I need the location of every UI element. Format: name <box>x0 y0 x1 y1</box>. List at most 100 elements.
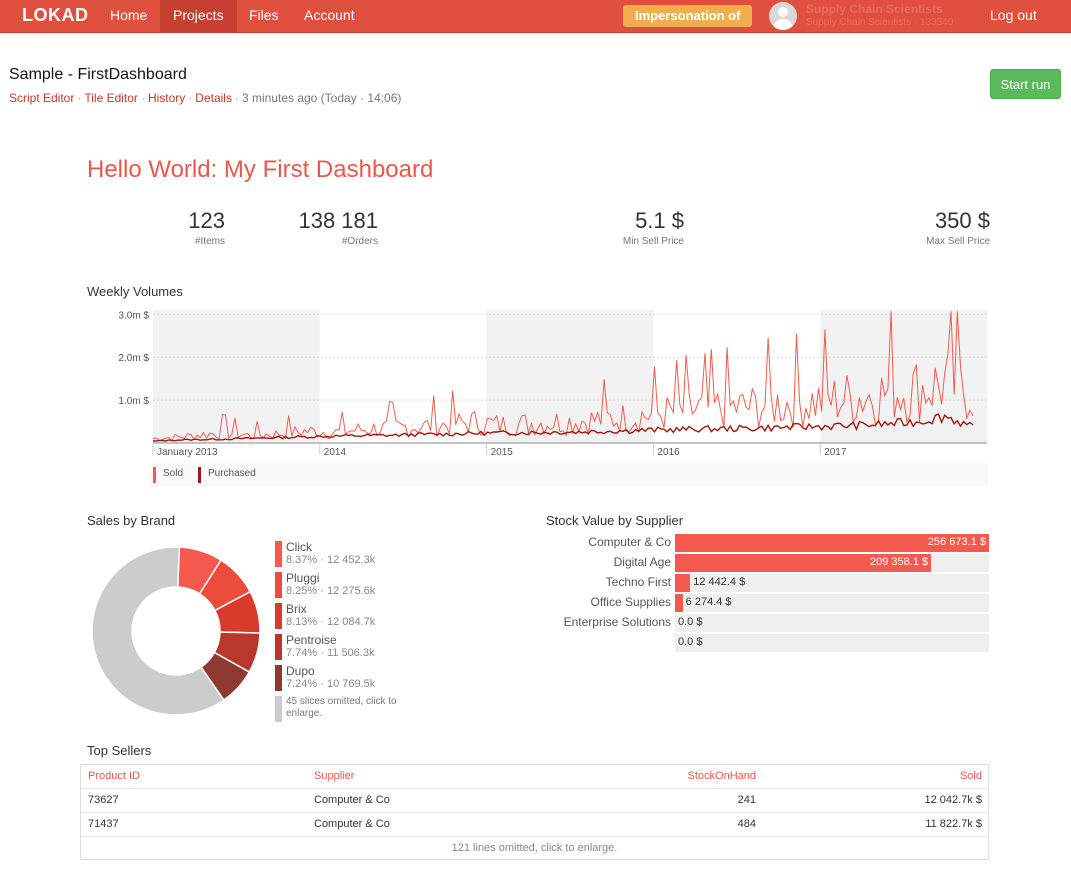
kpi-max-sell-price[interactable]: 350 $ Max Sell Price <box>889 208 990 247</box>
legend-omitted-note: 45 slices omitted, click to enlarge. <box>286 696 397 719</box>
x-tick-label: 2017 <box>824 447 847 458</box>
table-footer-omitted[interactable]: 121 lines omitted, click to enlarge. <box>451 842 618 854</box>
kpi-items[interactable]: 123 #Items <box>160 208 225 247</box>
stock-value-title: Stock Value by Supplier <box>546 513 684 528</box>
pie-legend-item[interactable]: Pluggi 8.25% · 12 275.6k <box>275 572 415 598</box>
cell-stock-on-hand: 241 <box>737 794 756 806</box>
chart-legend: Sold Purchased <box>150 463 988 487</box>
supplier-label: Digital Age <box>613 555 671 569</box>
kpi-orders[interactable]: 138 181 #Orders <box>280 208 378 247</box>
x-tick-label: January 2013 <box>157 447 218 458</box>
bar-track: 6 274.4 $ <box>675 594 989 612</box>
tile-editor-link[interactable]: Tile Editor <box>84 91 138 105</box>
bar-value-label: 6 274.4 $ <box>685 596 732 608</box>
pie-legend-item[interactable]: Dupo 7.24% · 10 769.5k <box>275 665 415 691</box>
separator: · <box>77 91 82 105</box>
pie-legend-item[interactable]: Brix 8.13% · 12 084.7k <box>275 603 415 629</box>
cell-supplier: Computer & Co <box>314 794 390 806</box>
nav-files[interactable]: Files <box>249 7 279 23</box>
cell-stock-on-hand: 484 <box>737 818 756 830</box>
start-run-button[interactable]: Start run <box>990 69 1061 99</box>
kpi-value: 350 $ <box>934 208 990 233</box>
supplier-bar-row[interactable]: Computer & Co 256 673.1 $ <box>546 534 989 552</box>
separator: · <box>140 91 145 105</box>
legend-swatch <box>275 572 282 598</box>
legend-brand-name: Dupo <box>286 664 315 678</box>
pie-slice[interactable] <box>91 546 225 716</box>
legend-brand-value: 8.25% · 12 275.6k <box>286 585 376 597</box>
logout-link[interactable]: Log out <box>990 7 1037 23</box>
bar-fill <box>675 554 932 572</box>
avatar-head <box>778 7 788 17</box>
bar-value-label: 0.0 $ <box>678 636 703 648</box>
legend-swatch <box>275 541 282 567</box>
avatar-body <box>773 19 793 30</box>
y-tick-label: 3.0m $ <box>118 310 149 321</box>
top-navbar: LOKAD Home Projects Files Account Impers… <box>0 0 1071 33</box>
nav-projects[interactable]: Projects <box>160 0 237 33</box>
legend-sold[interactable]: Sold <box>153 467 183 483</box>
cell-supplier: Computer & Co <box>314 818 390 830</box>
cell-sold: 12 042.7k $ <box>924 794 983 806</box>
kpi-label: Max Sell Price <box>926 236 990 247</box>
weekly-volumes-chart[interactable]: 1.0m $ 2.0m $ 3.0m $ January 2013 2014 2015 20… <box>87 305 990 463</box>
supplier-bar-row[interactable]: 0.0 $ <box>546 634 989 652</box>
x-tick-label: 2015 <box>491 447 514 458</box>
supplier-bar-row[interactable]: Digital Age 209 358.1 $ <box>546 554 989 572</box>
supplier-bar-row[interactable]: Office Supplies 6 274.4 $ <box>546 594 989 612</box>
bar-fill <box>675 534 989 552</box>
col-sold[interactable]: Sold <box>959 770 982 782</box>
col-product-id[interactable]: Product ID <box>88 770 140 782</box>
kpi-value: 123 <box>188 208 225 233</box>
table-row: 71437 Computer & Co 484 11 822.7k $ <box>81 813 988 837</box>
table-row: 73627 Computer & Co 241 12 042.7k $ <box>81 789 988 813</box>
supplier-bar-row[interactable]: Techno First 12 442.4 $ <box>546 574 989 592</box>
bar-track: 256 673.1 $ <box>675 534 989 552</box>
supplier-label: Office Supplies <box>590 595 672 609</box>
kpi-value: 5.1 $ <box>635 208 684 233</box>
legend-purchased[interactable]: Purchased <box>198 467 256 483</box>
sales-by-brand-title: Sales by Brand <box>87 513 176 528</box>
top-sellers-title: Top Sellers <box>87 743 152 758</box>
project-title: Sample - FirstDashboard <box>9 66 187 83</box>
year-band <box>820 310 987 443</box>
series-line-sold <box>152 311 974 442</box>
cell-sold: 11 822.7k $ <box>925 818 982 830</box>
bar-track: 0.0 $ <box>675 634 989 652</box>
col-supplier[interactable]: Supplier <box>314 770 355 782</box>
kpi-label: #Items <box>194 236 225 247</box>
bar-value-label: 0.0 $ <box>678 616 703 628</box>
details-link[interactable]: Details <box>195 91 232 105</box>
script-editor-link[interactable]: Script Editor <box>9 91 75 105</box>
history-link[interactable]: History <box>147 91 186 105</box>
bar-fill <box>675 574 691 592</box>
x-tick-label: 2016 <box>657 447 680 458</box>
nav-account[interactable]: Account <box>304 7 355 23</box>
legend-brand-value: 8.37% · 12 452.3k <box>286 554 376 566</box>
legend-brand-value: 8.13% · 12 084.7k <box>286 616 376 628</box>
lokad-logo[interactable]: LOKAD <box>22 5 89 25</box>
nav-home[interactable]: Home <box>110 7 148 23</box>
project-links: Script Editor · Tile Editor · History · Detail… <box>9 91 401 105</box>
col-stock-on-hand[interactable]: StockOnHand <box>687 770 756 782</box>
run-timestamp: 3 minutes ago (Today · 14:06) <box>241 91 402 105</box>
bar-value-label: 256 673.1 $ <box>927 536 986 548</box>
sales-by-brand-donut[interactable] <box>90 545 262 717</box>
pie-legend-item[interactable]: 45 slices omitted, click to enlarge. <box>275 696 415 722</box>
legend-brand-value: 7.74% · 11 506.3k <box>286 647 375 659</box>
kpi-min-sell-price[interactable]: 5.1 $ Min Sell Price <box>584 208 684 247</box>
supplier-bar-row[interactable]: Enterprise Solutions 0.0 $ <box>546 614 989 632</box>
separator: · <box>188 91 193 105</box>
dashboard-title: Hello World: My First Dashboard <box>87 156 434 183</box>
top-sellers-table: Product ID Supplier StockOnHand Sold 736… <box>80 764 989 860</box>
supplier-label: Techno First <box>605 575 671 589</box>
legend-swatch <box>275 665 282 691</box>
legend-brand-value: 7.24% · 10 769.5k <box>286 678 376 690</box>
legend-brand-name: Click <box>286 540 312 554</box>
pie-legend-item[interactable]: Pentroise 7.74% · 11 506.3k <box>275 634 415 660</box>
bar-fill <box>675 594 683 612</box>
year-band <box>153 310 320 443</box>
user-name: Supply Chain Scientists <box>806 2 943 16</box>
series-line-purchased <box>153 413 974 442</box>
pie-legend-item[interactable]: Click 8.37% · 12 452.3k <box>275 541 415 567</box>
